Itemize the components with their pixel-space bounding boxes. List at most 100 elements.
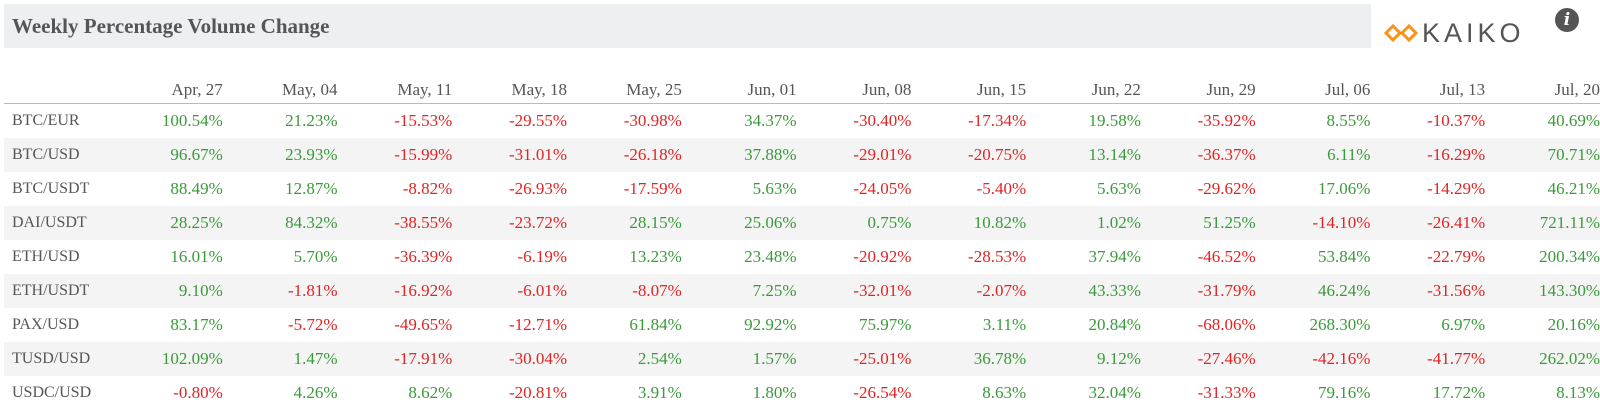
value-cell: -35.92% bbox=[1141, 104, 1256, 139]
kaiko-logo-icon bbox=[1384, 22, 1418, 44]
value-cell: 23.93% bbox=[223, 138, 338, 172]
column-header: Jun, 29 bbox=[1141, 70, 1256, 104]
column-header: May, 18 bbox=[452, 70, 567, 104]
value-cell: 3.91% bbox=[567, 376, 682, 410]
value-cell: -20.75% bbox=[911, 138, 1026, 172]
value-cell: 10.82% bbox=[911, 206, 1026, 240]
value-cell: -31.79% bbox=[1141, 274, 1256, 308]
value-cell: 17.72% bbox=[1370, 376, 1485, 410]
value-cell: 8.55% bbox=[1256, 104, 1371, 139]
value-cell: 20.16% bbox=[1485, 308, 1600, 342]
column-header: Jun, 08 bbox=[797, 70, 912, 104]
value-cell: -38.55% bbox=[338, 206, 453, 240]
column-header: Jul, 13 bbox=[1370, 70, 1485, 104]
pair-column-header bbox=[4, 70, 108, 104]
value-cell: 7.25% bbox=[682, 274, 797, 308]
value-cell: 21.23% bbox=[223, 104, 338, 139]
value-cell: -16.92% bbox=[338, 274, 453, 308]
value-cell: 262.02% bbox=[1485, 342, 1600, 376]
value-cell: -15.99% bbox=[338, 138, 453, 172]
value-cell: 8.13% bbox=[1485, 376, 1600, 410]
value-cell: -24.05% bbox=[797, 172, 912, 206]
value-cell: 70.71% bbox=[1485, 138, 1600, 172]
logo-text: KAIKO bbox=[1422, 18, 1525, 49]
value-cell: -26.93% bbox=[452, 172, 567, 206]
value-cell: 43.33% bbox=[1026, 274, 1141, 308]
value-cell: 32.04% bbox=[1026, 376, 1141, 410]
value-cell: 0.75% bbox=[797, 206, 912, 240]
value-cell: -29.55% bbox=[452, 104, 567, 139]
value-cell: 13.23% bbox=[567, 240, 682, 274]
value-cell: 17.06% bbox=[1256, 172, 1371, 206]
value-cell: -31.33% bbox=[1141, 376, 1256, 410]
value-cell: -0.80% bbox=[108, 376, 223, 410]
value-cell: -23.72% bbox=[452, 206, 567, 240]
value-cell: -31.01% bbox=[452, 138, 567, 172]
value-cell: -29.01% bbox=[797, 138, 912, 172]
value-cell: 5.70% bbox=[223, 240, 338, 274]
value-cell: -42.16% bbox=[1256, 342, 1371, 376]
value-cell: 1.02% bbox=[1026, 206, 1141, 240]
value-cell: 46.24% bbox=[1256, 274, 1371, 308]
pair-label: PAX/USD bbox=[4, 308, 108, 342]
value-cell: 102.09% bbox=[108, 342, 223, 376]
value-cell: -14.29% bbox=[1370, 172, 1485, 206]
column-header: May, 04 bbox=[223, 70, 338, 104]
value-cell: 46.21% bbox=[1485, 172, 1600, 206]
value-cell: -36.39% bbox=[338, 240, 453, 274]
value-cell: 92.92% bbox=[682, 308, 797, 342]
value-cell: 6.11% bbox=[1256, 138, 1371, 172]
value-cell: -5.40% bbox=[911, 172, 1026, 206]
value-cell: -26.41% bbox=[1370, 206, 1485, 240]
value-cell: -1.81% bbox=[223, 274, 338, 308]
value-cell: 8.62% bbox=[338, 376, 453, 410]
value-cell: -6.19% bbox=[452, 240, 567, 274]
value-cell: 5.63% bbox=[682, 172, 797, 206]
info-icon[interactable]: i bbox=[1555, 8, 1579, 32]
value-cell: 36.78% bbox=[911, 342, 1026, 376]
column-header: Jun, 22 bbox=[1026, 70, 1141, 104]
value-cell: 1.80% bbox=[682, 376, 797, 410]
value-cell: 37.94% bbox=[1026, 240, 1141, 274]
pair-label: BTC/USD bbox=[4, 138, 108, 172]
value-cell: 200.34% bbox=[1485, 240, 1600, 274]
value-cell: 23.48% bbox=[682, 240, 797, 274]
value-cell: 34.37% bbox=[682, 104, 797, 139]
value-cell: -30.98% bbox=[567, 104, 682, 139]
value-cell: 25.06% bbox=[682, 206, 797, 240]
value-cell: -30.04% bbox=[452, 342, 567, 376]
value-cell: 4.26% bbox=[223, 376, 338, 410]
value-cell: -25.01% bbox=[797, 342, 912, 376]
pair-label: USDC/USD bbox=[4, 376, 108, 410]
value-cell: 61.84% bbox=[567, 308, 682, 342]
value-cell: 51.25% bbox=[1141, 206, 1256, 240]
value-cell: 143.30% bbox=[1485, 274, 1600, 308]
value-cell: -15.53% bbox=[338, 104, 453, 139]
value-cell: 19.58% bbox=[1026, 104, 1141, 139]
value-cell: 1.47% bbox=[223, 342, 338, 376]
pair-label: DAI/USDT bbox=[4, 206, 108, 240]
column-header: May, 25 bbox=[567, 70, 682, 104]
value-cell: -68.06% bbox=[1141, 308, 1256, 342]
column-header: Apr, 27 bbox=[108, 70, 223, 104]
value-cell: 20.84% bbox=[1026, 308, 1141, 342]
value-cell: 12.87% bbox=[223, 172, 338, 206]
value-cell: 2.54% bbox=[567, 342, 682, 376]
column-header: May, 11 bbox=[338, 70, 453, 104]
value-cell: -41.77% bbox=[1370, 342, 1485, 376]
title-bar: Weekly Percentage Volume Change bbox=[4, 4, 1371, 48]
value-cell: -36.37% bbox=[1141, 138, 1256, 172]
value-cell: -17.59% bbox=[567, 172, 682, 206]
value-cell: -10.37% bbox=[1370, 104, 1485, 139]
value-cell: 79.16% bbox=[1256, 376, 1371, 410]
value-cell: 96.67% bbox=[108, 138, 223, 172]
